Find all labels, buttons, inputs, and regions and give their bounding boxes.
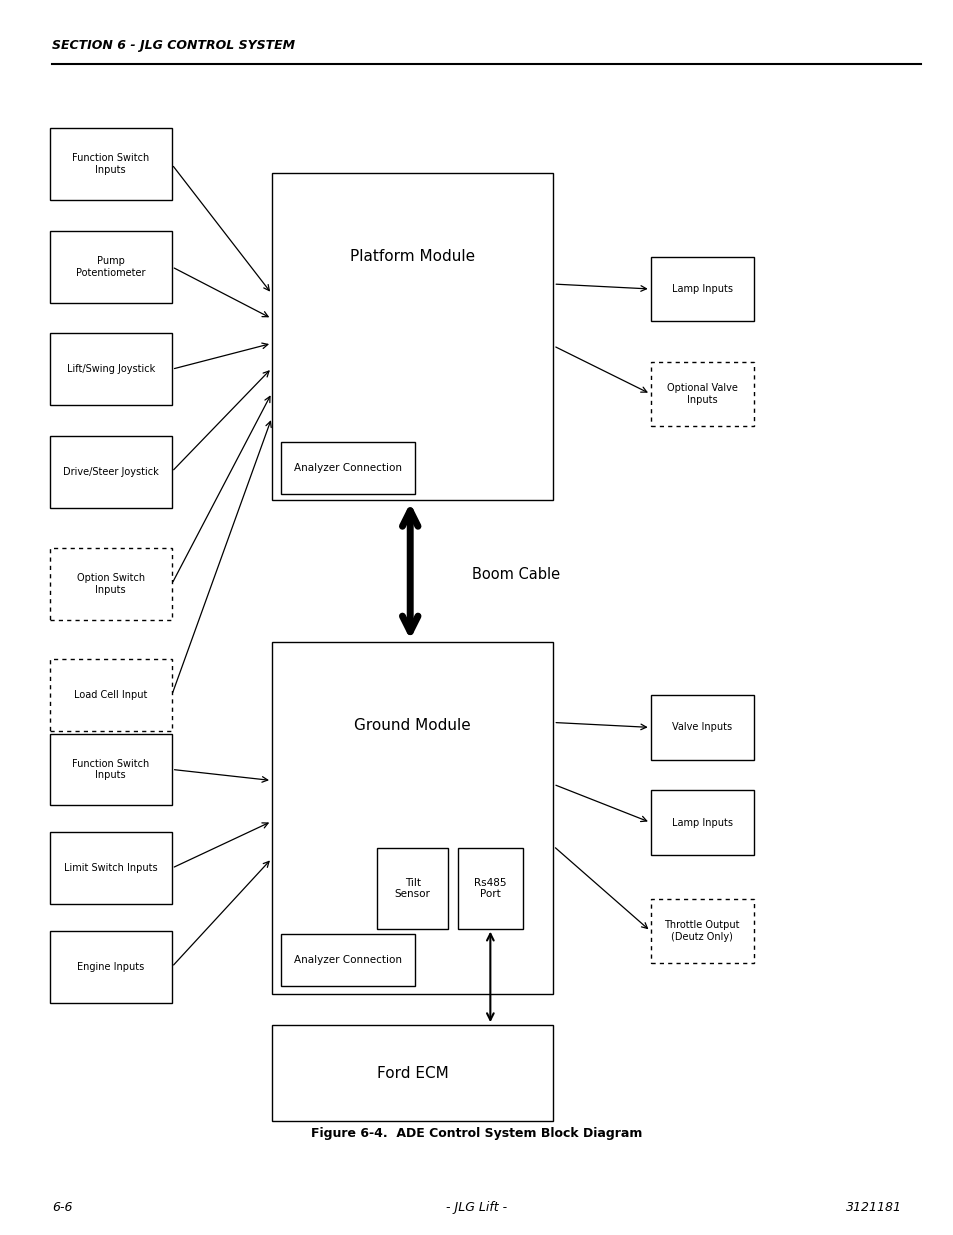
Bar — [50, 734, 172, 805]
Bar — [650, 695, 753, 760]
Text: Limit Switch Inputs: Limit Switch Inputs — [64, 863, 157, 873]
Text: Ford ECM: Ford ECM — [376, 1066, 448, 1081]
Text: Option Switch
Inputs: Option Switch Inputs — [76, 573, 145, 595]
Text: Ground Module: Ground Module — [354, 718, 471, 734]
Bar — [272, 642, 553, 994]
Text: Tilt
Sensor: Tilt Sensor — [395, 878, 430, 899]
Bar — [457, 848, 522, 929]
Text: SECTION 6 - JLG CONTROL SYSTEM: SECTION 6 - JLG CONTROL SYSTEM — [52, 38, 295, 52]
Text: Rs485
Port: Rs485 Port — [474, 878, 506, 899]
Text: Analyzer Connection: Analyzer Connection — [294, 955, 402, 965]
Text: Boom Cable: Boom Cable — [472, 567, 559, 582]
Text: 6-6: 6-6 — [52, 1202, 72, 1214]
Bar — [50, 832, 172, 904]
Bar — [50, 333, 172, 405]
Bar — [650, 790, 753, 855]
Text: Function Switch
Inputs: Function Switch Inputs — [72, 758, 149, 781]
Text: 3121181: 3121181 — [844, 1202, 901, 1214]
Bar — [281, 934, 415, 986]
Bar — [650, 257, 753, 321]
Text: Platform Module: Platform Module — [350, 248, 475, 264]
Text: Throttle Output
(Deutz Only): Throttle Output (Deutz Only) — [663, 920, 740, 942]
Bar — [281, 442, 415, 494]
Text: Figure 6-4.  ADE Control System Block Diagram: Figure 6-4. ADE Control System Block Dia… — [311, 1128, 642, 1140]
Text: Engine Inputs: Engine Inputs — [77, 962, 144, 972]
Text: Analyzer Connection: Analyzer Connection — [294, 463, 402, 473]
Text: Load Cell Input: Load Cell Input — [74, 690, 147, 700]
Bar — [50, 231, 172, 303]
Text: Pump
Potentiometer: Pump Potentiometer — [76, 256, 145, 278]
Bar — [650, 899, 753, 963]
Text: Optional Valve
Inputs: Optional Valve Inputs — [666, 383, 737, 405]
Text: Drive/Steer Joystick: Drive/Steer Joystick — [63, 467, 158, 477]
Text: Lamp Inputs: Lamp Inputs — [671, 284, 732, 294]
Bar — [50, 659, 172, 731]
Text: Valve Inputs: Valve Inputs — [671, 722, 732, 732]
Text: Lift/Swing Joystick: Lift/Swing Joystick — [67, 364, 154, 374]
Text: Function Switch
Inputs: Function Switch Inputs — [72, 153, 149, 175]
Bar — [272, 1025, 553, 1121]
Bar — [272, 173, 553, 500]
Bar — [50, 128, 172, 200]
Bar — [50, 436, 172, 508]
Bar — [50, 548, 172, 620]
Bar — [650, 362, 753, 426]
Bar — [376, 848, 448, 929]
Text: - JLG Lift -: - JLG Lift - — [446, 1202, 507, 1214]
Text: Lamp Inputs: Lamp Inputs — [671, 818, 732, 827]
Bar — [50, 931, 172, 1003]
